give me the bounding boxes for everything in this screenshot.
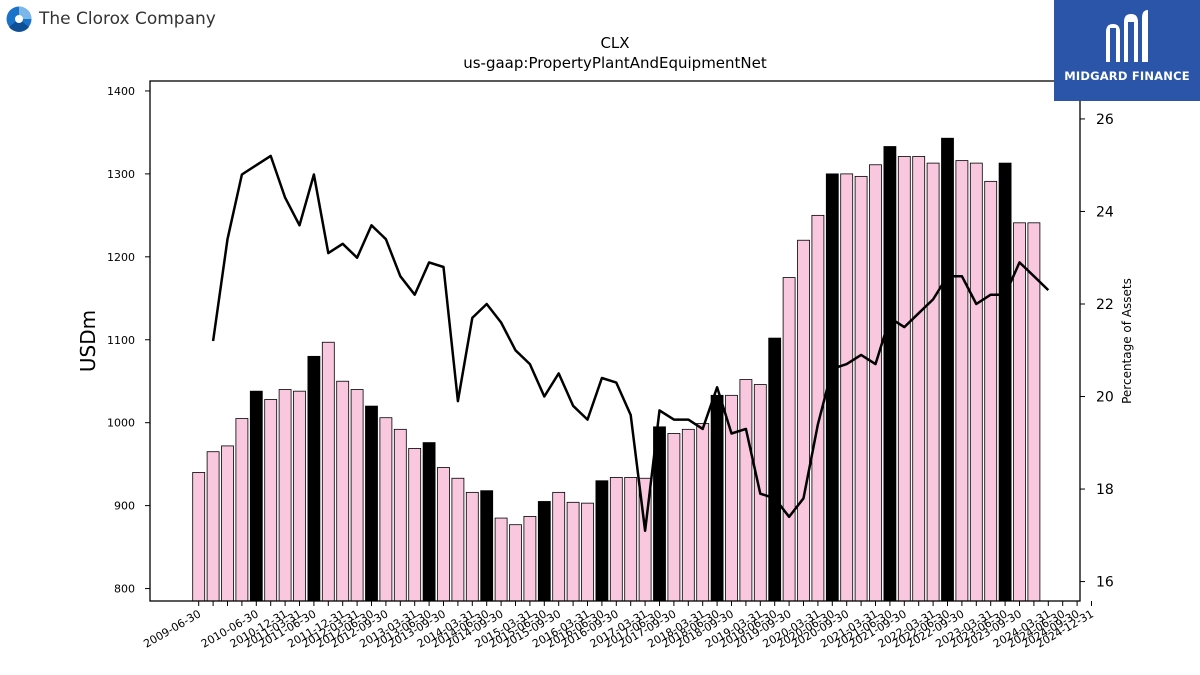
chart-subtitle: us-gaap:PropertyPlantAndEquipmentNet bbox=[463, 54, 767, 72]
right-axis: 16 18 20 22 24 26 bbox=[1080, 112, 1114, 591]
bar-2012-12-31 bbox=[393, 428, 407, 602]
y2-tick-label: 20 bbox=[1096, 390, 1114, 406]
bar-2014-06-30 bbox=[480, 490, 494, 602]
y-tick-label: 800 bbox=[114, 583, 135, 596]
bar-2012-03-31 bbox=[350, 389, 364, 602]
bar-2018-06-30 bbox=[710, 394, 724, 602]
midgard-watermark: MIDGARD FINANCE bbox=[1054, 0, 1200, 101]
bar-2017-09-30 bbox=[667, 433, 681, 602]
y2-axis-label: Percentage of Assets bbox=[1120, 278, 1134, 404]
bar-2014-09-30 bbox=[494, 517, 508, 602]
y-tick-label: 900 bbox=[114, 500, 135, 513]
bar-2014-03-31 bbox=[465, 491, 479, 602]
y-tick-label: 1400 bbox=[107, 85, 135, 98]
bar-2009-09-30 bbox=[206, 451, 220, 602]
bar-2013-09-30 bbox=[437, 467, 450, 602]
bar-2012-06-30 bbox=[365, 405, 378, 602]
bar-2020-12-31 bbox=[854, 175, 868, 602]
y2-tick-label: 22 bbox=[1096, 297, 1114, 313]
bar-2011-06-30 bbox=[307, 355, 321, 602]
bar-2021-09-30 bbox=[897, 156, 911, 602]
midgard-logo-icon bbox=[1106, 10, 1148, 62]
bar-2016-12-31 bbox=[624, 477, 638, 602]
y-tick-label: 1300 bbox=[107, 168, 135, 181]
percentage-line bbox=[211, 154, 1050, 532]
y-tick-label: 1000 bbox=[107, 417, 135, 430]
bar-2012-09-30 bbox=[379, 417, 393, 602]
left-axis: 800 900 1000 1100 1200 1300 1400 bbox=[107, 85, 150, 596]
x-axis: 2009-06-302010-06-302010-12-312011-03-31… bbox=[141, 601, 1096, 651]
bar-series bbox=[192, 137, 1041, 602]
y-tick-label: 1100 bbox=[107, 334, 135, 347]
bar-2019-06-30 bbox=[768, 337, 782, 602]
plot-frame bbox=[149, 80, 1081, 602]
bar-2011-09-30 bbox=[321, 341, 335, 602]
bar-2010-06-30 bbox=[249, 390, 263, 602]
bar-2020-09-30 bbox=[840, 173, 854, 602]
bar-2013-12-31 bbox=[451, 477, 465, 602]
bar-2014-12-31 bbox=[509, 524, 522, 602]
x-tick-label: 2009-06-30 bbox=[141, 607, 203, 650]
y2-tick-label: 26 bbox=[1096, 112, 1114, 128]
bar-2013-03-31 bbox=[408, 448, 422, 602]
company-brand: The Clorox Company bbox=[6, 5, 216, 33]
midgard-watermark-text: MIDGARD FINANCE bbox=[1064, 69, 1190, 83]
bar-2023-09-30 bbox=[1013, 222, 1026, 602]
bar-2018-09-30 bbox=[725, 394, 738, 602]
bar-2015-06-30 bbox=[537, 501, 551, 602]
bar-2010-12-31 bbox=[278, 389, 292, 602]
bar-2022-12-31 bbox=[969, 162, 983, 602]
bar-2010-03-31 bbox=[235, 418, 249, 602]
y-tick-label: 1200 bbox=[107, 251, 135, 264]
bar-2009-06-30 bbox=[192, 472, 206, 602]
bar-2009-12-31 bbox=[221, 445, 234, 602]
y-axis-label: USDm bbox=[76, 310, 100, 372]
bar-2017-12-31 bbox=[681, 428, 695, 602]
bar-2015-03-31 bbox=[523, 516, 537, 602]
bar-2022-03-31 bbox=[926, 162, 940, 602]
bar-2021-12-31 bbox=[912, 156, 926, 602]
bar-2011-12-31 bbox=[336, 380, 350, 602]
bar-2015-12-31 bbox=[566, 501, 580, 602]
clorox-logo-icon bbox=[6, 6, 32, 32]
bar-2019-12-31 bbox=[797, 239, 810, 602]
bar-2010-09-30 bbox=[264, 399, 278, 602]
bar-2019-09-30 bbox=[782, 277, 796, 602]
bar-2016-06-30 bbox=[595, 480, 609, 602]
bar-2022-06-30 bbox=[941, 137, 954, 602]
bar-2011-03-31 bbox=[293, 390, 306, 602]
bar-2023-03-31 bbox=[984, 180, 998, 602]
bar-2023-06-30 bbox=[998, 162, 1012, 602]
y2-tick-label: 16 bbox=[1096, 575, 1114, 591]
bar-2022-09-30 bbox=[955, 160, 969, 602]
bar-2013-06-30 bbox=[422, 442, 436, 602]
bar-2016-09-30 bbox=[609, 477, 623, 602]
company-name: The Clorox Company bbox=[39, 9, 216, 29]
bar-2018-03-31 bbox=[696, 423, 710, 602]
bar-2021-06-30 bbox=[883, 146, 897, 602]
y2-tick-label: 24 bbox=[1096, 204, 1114, 220]
chart-title: CLX bbox=[600, 34, 629, 52]
bar-2021-03-31 bbox=[869, 164, 882, 602]
y2-tick-label: 18 bbox=[1096, 482, 1114, 498]
bar-2015-09-30 bbox=[552, 491, 566, 602]
bar-2016-03-31 bbox=[581, 502, 594, 602]
bar-2018-12-31 bbox=[739, 379, 753, 602]
